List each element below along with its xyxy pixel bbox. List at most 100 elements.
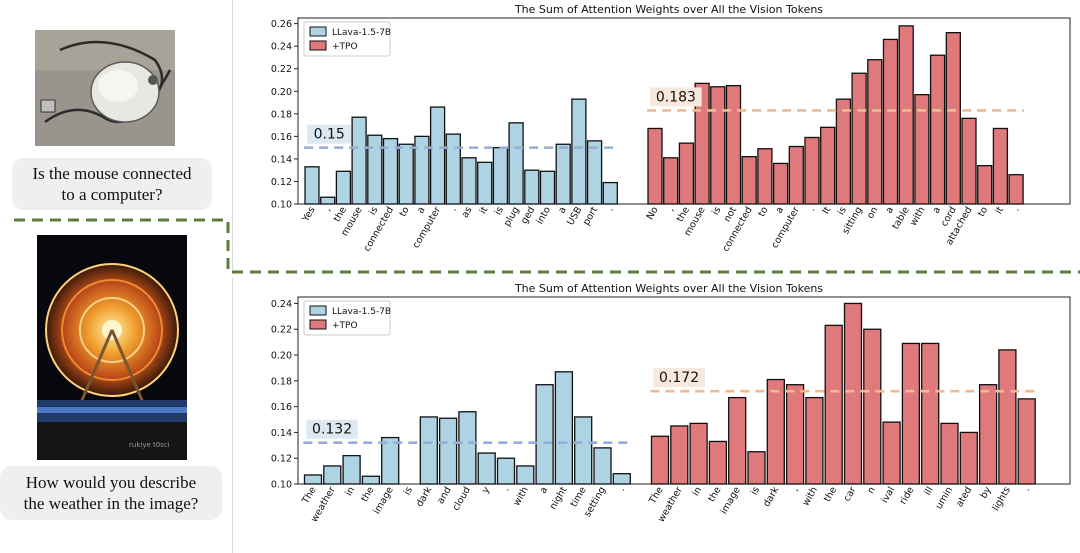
tpo-bar [741, 156, 757, 205]
tpo-token-label: , [665, 205, 676, 213]
baseline-bar [508, 122, 524, 205]
baseline-bar [571, 98, 587, 205]
tpo-bar [843, 302, 863, 485]
tpo-token-label: is [710, 205, 723, 217]
baseline-token-label: cloud [451, 485, 473, 513]
y-tick-label: 0.10 [271, 200, 292, 211]
y-axis: 0.10 0.12 0.14 0.16 0.18 0.20 0.22 0.24 [271, 299, 298, 491]
chart-title: The Sum of Attention Weights over All th… [514, 282, 823, 295]
tpo-bar [747, 451, 766, 485]
baseline-bar [398, 143, 414, 205]
baseline-bar [304, 166, 320, 205]
baseline-bar [539, 170, 556, 205]
tpo-bar [1008, 174, 1024, 205]
baseline-bar [429, 106, 446, 205]
tpo-token-label: with [800, 485, 820, 508]
tpo-bar [772, 162, 789, 205]
baseline-bar [335, 170, 352, 205]
y-tick-label: 0.16 [271, 402, 292, 413]
attention-chart-weather: The Sum of Attention Weights over All th… [271, 282, 1071, 525]
tpo-token-label: by [978, 485, 994, 501]
y-axis: 0.10 0.12 0.14 0.16 0.18 0.20 0.22 0.24 0.26 [271, 19, 298, 211]
tpo-bar [959, 431, 978, 485]
tpo-bar [689, 422, 708, 485]
tpo-token-label: The [647, 485, 666, 507]
baseline-mean-value: 0.132 [312, 422, 352, 438]
baseline-token-label: , [322, 205, 333, 213]
tpo-token-label: image [718, 485, 742, 516]
mean-lines: 0.132 0.172 [303, 368, 1037, 445]
tpo-token-label: ill [922, 485, 935, 497]
baseline-token-label: into [534, 205, 553, 226]
tpo-token-label: . [1021, 485, 1032, 493]
baseline-token-label: a [538, 485, 550, 496]
tpo-token-label: computer [769, 205, 801, 250]
y-tick-label: 0.24 [271, 42, 292, 53]
baseline-token-label: computer [411, 205, 443, 250]
y-tick-label: 0.12 [271, 454, 292, 465]
y-tick-label: 0.18 [271, 376, 292, 387]
tpo-bar [805, 396, 824, 485]
baseline-token-label: is [402, 485, 415, 497]
baseline-bar [602, 181, 618, 205]
baseline-mean-badge [307, 124, 352, 144]
baseline-token-label: and [435, 485, 453, 506]
baseline-token-label: night [548, 485, 570, 512]
tpo-token-label: lights [990, 485, 1013, 513]
tpo-token-label: table [890, 205, 912, 231]
tpo-token-label: to [976, 205, 990, 219]
tpo-token-label: car [842, 485, 859, 504]
tpo-bar [647, 127, 663, 205]
tpo-bar [1017, 398, 1036, 485]
tpo-token-label: , [790, 485, 801, 493]
baseline-bar [458, 411, 477, 485]
tpo-bar [728, 396, 747, 485]
tpo-bar [757, 148, 773, 205]
tpo-bar [785, 384, 805, 485]
tpo-bar [835, 98, 852, 205]
baseline-bar [351, 116, 367, 205]
tpo-token-label: ated [954, 485, 974, 509]
baseline-bar [535, 384, 554, 485]
baseline-token-label: is [493, 205, 506, 217]
y-tick-label: 0.22 [271, 64, 292, 75]
mouse-photo [35, 30, 175, 146]
legend: LLava-1.5-7B +TPO [303, 21, 391, 57]
baseline-token-label: image [371, 485, 395, 516]
tpo-token-label: a [931, 205, 943, 216]
baseline-bar [367, 134, 383, 205]
baseline-bars [304, 98, 618, 205]
tpo-bars [650, 302, 1036, 485]
ferris-wheel-photo: rukiye t0sci [37, 235, 187, 460]
baseline-bar [574, 416, 593, 485]
tpo-bars [647, 25, 1024, 205]
tpo-token-label: umin [934, 485, 955, 511]
tpo-bar [824, 324, 843, 485]
tpo-token-label: a [774, 205, 786, 216]
baseline-bar [320, 196, 336, 205]
tpo-token-label: . [1011, 205, 1022, 213]
baseline-token-label: ged [519, 205, 537, 226]
baseline-bar [414, 135, 430, 205]
mean-lines: 0.15 0.183 [304, 87, 1024, 149]
tpo-bar [940, 422, 959, 485]
baseline-token-label: dark [414, 485, 434, 509]
baseline-token-label: in [343, 485, 357, 498]
baseline-token-label: port [581, 205, 600, 228]
y-tick-label: 0.26 [271, 19, 292, 30]
baseline-token-label: . [448, 205, 459, 213]
tpo-token-label: No [645, 205, 661, 222]
tpo-bar [992, 127, 1009, 205]
baseline-token-label: a [415, 205, 427, 216]
tpo-token-label: to [756, 205, 770, 219]
baseline-bar [496, 457, 516, 485]
baseline-token-label: USB [565, 205, 584, 227]
tpo-bar [945, 32, 961, 205]
question-bottom: How would you describe the weather in th… [0, 466, 222, 520]
baseline-token-label: the [359, 485, 376, 504]
tpo-bar [708, 440, 728, 485]
question-bottom-line-2: the weather in the image? [23, 494, 199, 513]
question-top: Is the mouse connected to a computer? [12, 158, 212, 210]
